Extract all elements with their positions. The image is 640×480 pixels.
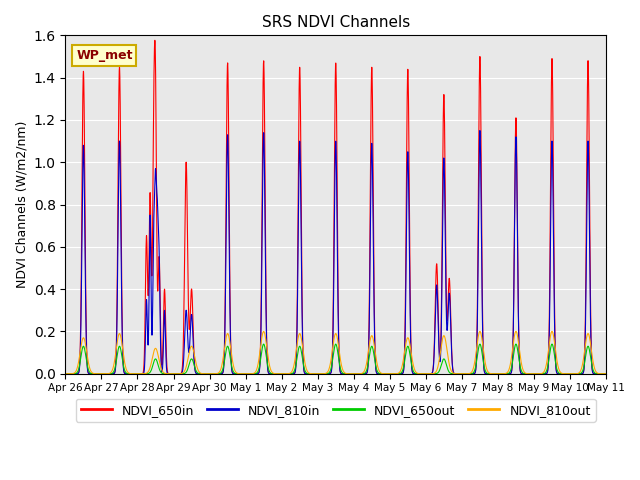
NDVI_650in	[602, 371, 610, 377]
NDVI_810in	[400, 366, 408, 372]
NDVI_810out	[573, 371, 581, 376]
NDVI_810in	[476, 128, 484, 133]
NDVI_650in	[552, 367, 560, 373]
NDVI_650out	[550, 347, 557, 353]
NDVI_810in	[552, 368, 560, 374]
NDVI_810out	[550, 334, 557, 339]
NDVI_810in	[269, 371, 276, 377]
Y-axis label: NDVI Channels (W/m2/nm): NDVI Channels (W/m2/nm)	[15, 121, 28, 288]
NDVI_650in	[550, 225, 557, 231]
Line: NDVI_650in: NDVI_650in	[65, 40, 606, 374]
NDVI_650out	[573, 371, 581, 377]
NDVI_810out	[126, 371, 134, 376]
NDVI_650out	[602, 371, 610, 377]
NDVI_810out	[61, 371, 69, 377]
NDVI_810in	[126, 371, 134, 377]
NDVI_810out	[552, 352, 560, 358]
NDVI_810out	[400, 355, 408, 360]
NDVI_650in	[205, 371, 213, 377]
Line: NDVI_810out: NDVI_810out	[65, 331, 606, 374]
Line: NDVI_810in: NDVI_810in	[65, 131, 606, 374]
NDVI_810out	[548, 328, 556, 334]
NDVI_650out	[269, 371, 276, 376]
Text: WP_met: WP_met	[76, 49, 132, 62]
NDVI_650in	[61, 371, 69, 377]
NDVI_810in	[61, 371, 69, 377]
NDVI_810out	[602, 371, 610, 377]
NDVI_810in	[550, 263, 557, 269]
NDVI_650in	[400, 363, 408, 369]
NDVI_650out	[552, 363, 560, 369]
NDVI_650out	[400, 364, 408, 370]
Line: NDVI_650out: NDVI_650out	[65, 344, 606, 374]
NDVI_650in	[126, 371, 134, 377]
NDVI_810out	[269, 370, 276, 375]
NDVI_650out	[548, 341, 556, 347]
NDVI_650out	[126, 371, 134, 377]
NDVI_810in	[573, 371, 581, 377]
NDVI_810in	[205, 371, 213, 377]
NDVI_650out	[61, 371, 69, 377]
NDVI_650in	[573, 371, 581, 377]
NDVI_650in	[269, 371, 276, 377]
NDVI_650in	[151, 37, 159, 43]
Title: SRS NDVI Channels: SRS NDVI Channels	[262, 15, 410, 30]
Legend: NDVI_650in, NDVI_810in, NDVI_650out, NDVI_810out: NDVI_650in, NDVI_810in, NDVI_650out, NDV…	[76, 398, 596, 421]
NDVI_810in	[602, 371, 610, 377]
